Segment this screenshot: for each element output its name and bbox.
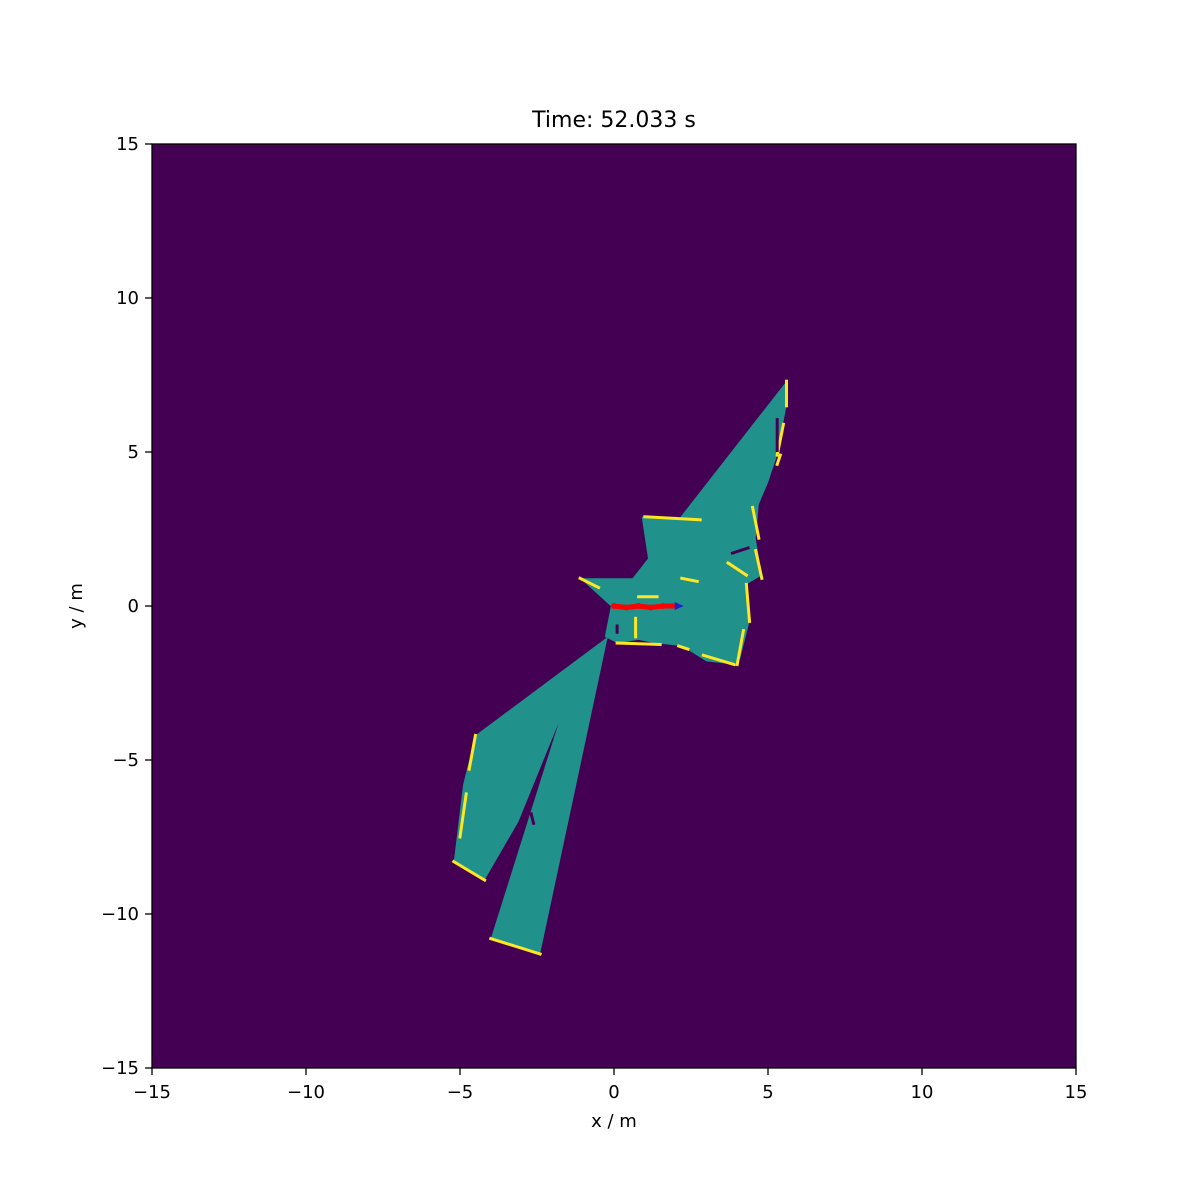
occupied-segment-8 [676,644,690,652]
y-tick-label: 15 [116,134,139,155]
trajectory-point [623,604,630,611]
free-region-1 [641,516,701,579]
x-axis-label: x / m [591,1111,637,1132]
free-region-2 [580,578,664,613]
trajectory-line [611,603,679,611]
occupied-segment-17 [451,859,487,883]
free-space-layer [453,381,787,954]
y-tick-label: 0 [128,596,139,617]
x-tick-label: 15 [1065,1082,1088,1103]
obstacle-mark-3 [529,812,536,826]
occupied-segment-13 [578,576,601,590]
occupied-segment-16 [458,792,468,839]
y-tick-label: −10 [101,904,139,925]
y-axis-label: y / m [66,583,87,629]
occupied-segment-2 [775,453,783,467]
x-axis-ticks: −15 −10 −5 0 5 10 15 [133,1068,1087,1103]
occupied-segment-9 [615,641,662,647]
occupied-segment-11 [680,576,699,584]
occupied-segment-3 [750,505,761,540]
occupied-segment-5 [744,582,752,624]
occupied-segment-15 [467,733,478,771]
trajectory-point [660,603,667,609]
free-region-3 [453,636,608,954]
robot-marker [674,602,684,610]
y-axis-ticks: −15 −10 −5 0 5 10 15 [101,134,152,1079]
x-tick-label: 0 [608,1082,619,1103]
y-tick-label: −5 [112,750,139,771]
occupied-cells-layer [451,379,788,956]
trajectory-point [611,603,617,609]
y-tick-label: 10 [116,288,139,309]
occupied-segment-4 [753,548,764,581]
chart-title: Time: 52.033 s [532,108,696,133]
trajectory-point [648,604,654,611]
trajectory-layer [611,602,684,611]
obstacle-mark-1 [730,546,750,556]
y-tick-label: −15 [101,1058,139,1079]
y-tick-label: 5 [128,442,139,463]
x-tick-label: −15 [133,1082,171,1103]
occupied-segment-12 [725,560,749,578]
trajectory-point [635,603,642,609]
occupied-segment-10 [643,515,702,522]
occupied-segment-6 [735,628,746,667]
x-tick-label: −5 [447,1082,474,1103]
occupied-segment-7 [701,653,736,667]
x-tick-label: −10 [287,1082,325,1103]
x-tick-label: 5 [762,1082,773,1103]
obstacle-marks-layer [529,418,779,826]
occupied-segment-18 [488,936,542,956]
x-tick-label: 10 [911,1082,934,1103]
